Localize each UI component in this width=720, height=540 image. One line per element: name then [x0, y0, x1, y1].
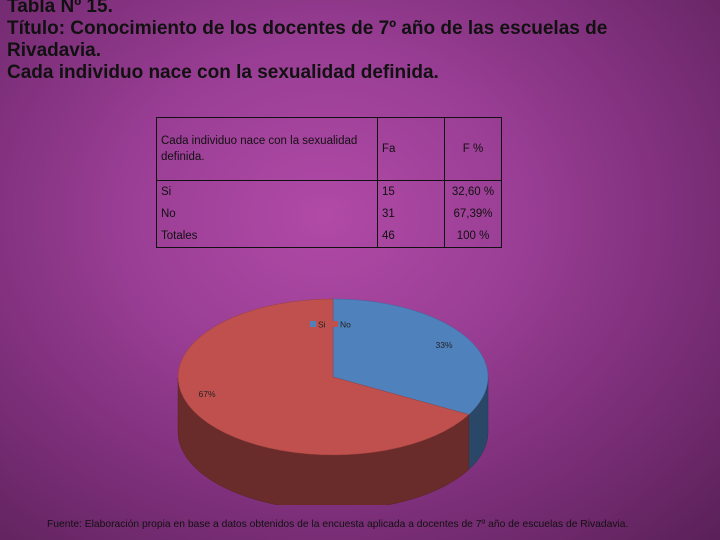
data-label-si: 33%	[435, 340, 452, 350]
pie-slice-no	[177, 298, 470, 456]
legend-swatch-no	[332, 321, 338, 327]
row-percent: 32,60 %	[444, 180, 502, 203]
row-label: No	[156, 203, 378, 225]
row-fa: 46	[377, 225, 445, 248]
slide-title: Tabla Nº 15. Título: Conocimiento de los…	[7, 0, 707, 84]
pie-chart: 33% 67% Si No	[177, 298, 489, 505]
table-row: No 31 67,39%	[156, 203, 502, 225]
legend-swatch-si	[310, 321, 316, 327]
data-label-no: 67%	[198, 389, 215, 399]
table-header-row: Cada individuo nace con la sexualidad de…	[156, 117, 502, 181]
header-percent: F %	[444, 117, 502, 181]
frequency-table: Cada individuo nace con la sexualidad de…	[156, 117, 502, 248]
row-percent: 67,39%	[444, 203, 502, 225]
table-row: Totales 46 100 %	[156, 225, 502, 248]
legend-label-si: Si	[318, 320, 326, 330]
row-label: Totales	[156, 225, 378, 248]
title-line-4: Cada individuo nace con la sexualidad de…	[7, 62, 439, 83]
legend-label-no: No	[340, 320, 351, 330]
row-fa: 31	[377, 203, 445, 225]
row-label: Si	[156, 180, 378, 203]
title-line-1: Tabla Nº 15.	[7, 0, 113, 17]
row-percent: 100 %	[444, 225, 502, 248]
title-line-2: Título: Conocimiento de los docentes de …	[7, 18, 608, 39]
pie-slice-si	[332, 298, 489, 415]
title-line-3: Rivadavia.	[7, 40, 101, 61]
header-question: Cada individuo nace con la sexualidad de…	[156, 117, 378, 181]
table-row: Si 15 32,60 %	[156, 180, 502, 203]
header-fa: Fa	[377, 117, 445, 181]
source-note: Fuente: Elaboración propia en base a dat…	[47, 519, 629, 530]
row-fa: 15	[377, 180, 445, 203]
